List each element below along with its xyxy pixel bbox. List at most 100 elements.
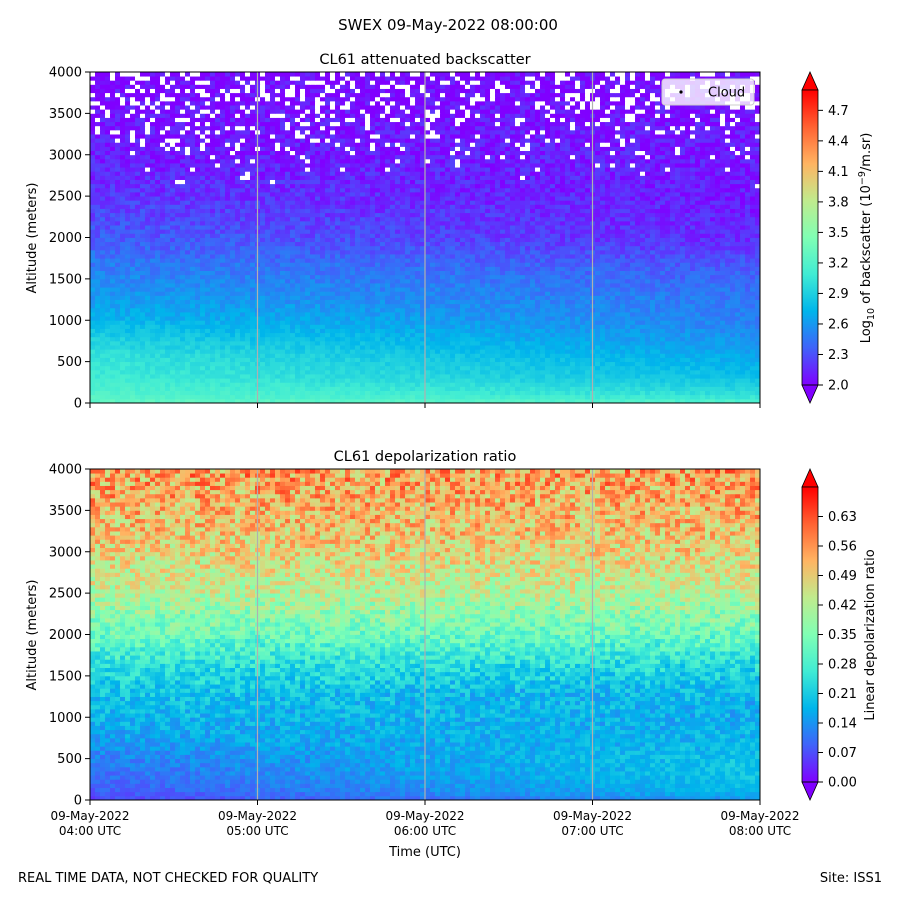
heatmap-cell <box>140 254 145 259</box>
heatmap-cell <box>200 304 205 309</box>
heatmap-cell <box>605 266 610 271</box>
heatmap-cell <box>300 386 305 391</box>
heatmap-cell <box>200 291 205 296</box>
heatmap-cell <box>115 262 120 267</box>
heatmap-cell <box>220 337 225 342</box>
heatmap-cell <box>700 291 705 296</box>
heatmap-cell <box>380 275 385 280</box>
heatmap-cell <box>365 329 370 334</box>
heatmap-cell <box>360 312 365 317</box>
heatmap-cell <box>730 250 735 255</box>
heatmap-cell <box>390 308 395 313</box>
heatmap-cell <box>280 287 285 292</box>
heatmap-cell <box>330 266 335 271</box>
heatmap-cell <box>495 304 500 309</box>
heatmap-cell <box>190 353 195 358</box>
heatmap-cell <box>235 333 240 338</box>
heatmap-cell <box>635 378 640 383</box>
heatmap-cell <box>90 366 95 371</box>
heatmap-cell <box>575 266 580 271</box>
heatmap-cell <box>95 320 100 325</box>
heatmap-cell <box>405 374 410 379</box>
heatmap-cell <box>680 395 685 400</box>
heatmap-cell <box>430 395 435 400</box>
heatmap-cell <box>725 362 730 367</box>
heatmap-cell <box>395 300 400 305</box>
heatmap-cell <box>180 316 185 321</box>
heatmap-cell <box>700 386 705 391</box>
heatmap-cell <box>260 357 265 362</box>
heatmap-cell <box>345 262 350 267</box>
heatmap-cell <box>270 262 275 267</box>
heatmap-cell <box>295 341 300 346</box>
heatmap-cell <box>150 324 155 329</box>
heatmap-cell <box>725 324 730 329</box>
heatmap-cell <box>690 291 695 296</box>
figure-title: SWEX 09-May-2022 08:00:00 <box>338 16 558 34</box>
heatmap-cell <box>715 312 720 317</box>
heatmap-cell <box>665 353 670 358</box>
heatmap-cell <box>360 370 365 375</box>
heatmap-cell <box>440 320 445 325</box>
heatmap-cell <box>235 386 240 391</box>
heatmap-cell <box>615 295 620 300</box>
heatmap-cell <box>715 254 720 259</box>
heatmap-cell <box>675 308 680 313</box>
heatmap-cell <box>350 316 355 321</box>
heatmap-cell <box>310 370 315 375</box>
heatmap-cell <box>295 250 300 255</box>
heatmap-cell <box>495 386 500 391</box>
heatmap-cell <box>680 254 685 259</box>
heatmap-cell <box>390 378 395 383</box>
heatmap-cell <box>545 345 550 350</box>
heatmap-cell <box>700 324 705 329</box>
heatmap-cell <box>250 357 255 362</box>
heatmap-cell <box>105 353 110 358</box>
heatmap-cell <box>540 258 545 263</box>
heatmap-cell <box>440 357 445 362</box>
heatmap-cell <box>265 374 270 379</box>
heatmap-cell <box>740 320 745 325</box>
heatmap-cell <box>310 254 315 259</box>
heatmap-cell <box>730 353 735 358</box>
heatmap-cell <box>610 300 615 305</box>
heatmap-cell <box>145 395 150 400</box>
heatmap-cell <box>240 287 245 292</box>
heatmap-cell <box>505 279 510 284</box>
heatmap-cell <box>350 386 355 391</box>
heatmap-cell <box>120 283 125 288</box>
heatmap-cell <box>395 279 400 284</box>
heatmap-cell <box>400 329 405 334</box>
heatmap-cell <box>230 287 235 292</box>
heatmap-cell <box>320 395 325 400</box>
heatmap-cell <box>300 366 305 371</box>
heatmap-cell <box>505 395 510 400</box>
heatmap-cell <box>295 370 300 375</box>
heatmap-cell <box>735 362 740 367</box>
heatmap-cell <box>570 357 575 362</box>
heatmap-cell <box>490 287 495 292</box>
heatmap-cell <box>110 283 115 288</box>
heatmap-cell <box>395 374 400 379</box>
heatmap-cell <box>470 329 475 334</box>
heatmap-cell <box>580 362 585 367</box>
heatmap-cell <box>735 291 740 296</box>
heatmap-cell <box>150 395 155 400</box>
heatmap-cell <box>180 300 185 305</box>
heatmap-cell <box>505 316 510 321</box>
heatmap-cell <box>605 341 610 346</box>
backscatter-panel: CL61 attenuated backscatter 050010001500… <box>25 52 877 412</box>
heatmap-cell <box>380 258 385 263</box>
heatmap-cell <box>395 382 400 387</box>
heatmap-cell <box>270 353 275 358</box>
heatmap-cell <box>725 378 730 383</box>
heatmap-cell <box>205 304 210 309</box>
heatmap-cell <box>230 266 235 271</box>
heatmap-cell <box>610 333 615 338</box>
heatmap-cell <box>520 345 525 350</box>
heatmap-cell <box>525 258 530 263</box>
heatmap-cell <box>710 316 715 321</box>
heatmap-cell <box>270 324 275 329</box>
heatmap-cell <box>460 382 465 387</box>
heatmap-cell <box>100 357 105 362</box>
